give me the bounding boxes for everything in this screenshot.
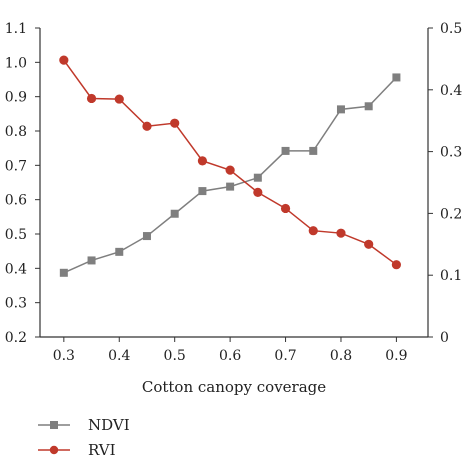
y-tick-label: 0.7 <box>5 158 27 174</box>
y2-tick-label: 0 <box>440 330 449 346</box>
ndvi-point <box>281 146 290 155</box>
y-tick-label: 0.3 <box>5 296 27 312</box>
series-layer <box>59 55 402 277</box>
y-tick-label: 1.0 <box>5 55 27 71</box>
ndvi-series-line <box>63 76 397 274</box>
y-tick-label: 0.4 <box>5 261 27 277</box>
ndvi-point <box>309 146 318 155</box>
y-tick-label: 1.1 <box>5 21 27 37</box>
rvi-point <box>336 228 346 238</box>
right-y-axis-ticks: 0 0.1 0.2 0.3 0.4 0.5 <box>428 21 462 346</box>
rvi-series-line <box>63 59 397 266</box>
ndvi-point <box>59 268 68 277</box>
x-tick-label: 0.9 <box>385 348 407 364</box>
ndvi-point <box>198 187 207 196</box>
x-tick-label: 0.3 <box>53 348 75 364</box>
rvi-point <box>364 239 374 249</box>
legend-swatch-rvi-marker <box>49 445 59 455</box>
x-axis-ticks: 0.3 0.4 0.5 0.6 0.7 0.8 0.9 <box>53 337 408 364</box>
rvi-point <box>225 165 235 175</box>
ndvi-point <box>170 209 179 218</box>
ndvi-point <box>364 102 373 111</box>
y-tick-label: 0.8 <box>5 124 27 140</box>
y-tick-label: 0.9 <box>5 90 27 106</box>
ndvi-point <box>336 105 345 114</box>
legend-label-rvi: RVI <box>88 441 116 459</box>
legend-swatch-ndvi-marker <box>50 421 58 429</box>
rvi-point <box>114 94 124 104</box>
rvi-point <box>253 187 263 197</box>
y2-tick-label: 0.5 <box>440 21 462 37</box>
ndvi-point <box>142 232 151 241</box>
rvi-point <box>59 55 69 65</box>
ndvi-point <box>253 173 262 182</box>
rvi-point <box>197 156 208 166</box>
x-tick-label: 0.6 <box>219 348 241 364</box>
legend-item-rvi: RVI <box>38 441 116 459</box>
ndvi-point <box>226 182 235 191</box>
rvi-point <box>391 260 402 270</box>
rvi-point <box>170 118 180 128</box>
legend: NDVI RVI <box>38 416 130 459</box>
x-axis-title: Cotton canopy coverage <box>142 378 326 396</box>
x-tick-label: 0.5 <box>164 348 186 364</box>
legend-label-ndvi: NDVI <box>88 416 130 434</box>
y-tick-label: 0.5 <box>5 227 27 243</box>
y2-tick-label: 0.2 <box>440 206 462 222</box>
y2-tick-label: 0.3 <box>440 145 462 161</box>
plot-frame <box>39 28 429 338</box>
rvi-point <box>308 226 318 236</box>
rvi-point <box>86 93 97 104</box>
legend-item-ndvi: NDVI <box>38 416 130 434</box>
ndvi-point <box>87 256 96 265</box>
x-tick-label: 0.7 <box>274 348 296 364</box>
x-tick-label: 0.4 <box>108 348 130 364</box>
left-y-axis-ticks: 0.2 0.3 0.4 0.5 0.6 0.7 0.8 0.9 1.0 1.1 <box>5 21 40 346</box>
y2-tick-label: 0.4 <box>440 83 462 99</box>
y-tick-label: 0.6 <box>5 193 27 209</box>
ndvi-point <box>392 73 401 82</box>
rvi-point <box>142 121 152 131</box>
x-tick-label: 0.8 <box>330 348 352 364</box>
y-tick-label: 0.2 <box>5 330 27 346</box>
y2-tick-label: 0.1 <box>440 268 462 284</box>
rvi-point <box>280 203 291 214</box>
ndvi-point <box>115 247 124 256</box>
